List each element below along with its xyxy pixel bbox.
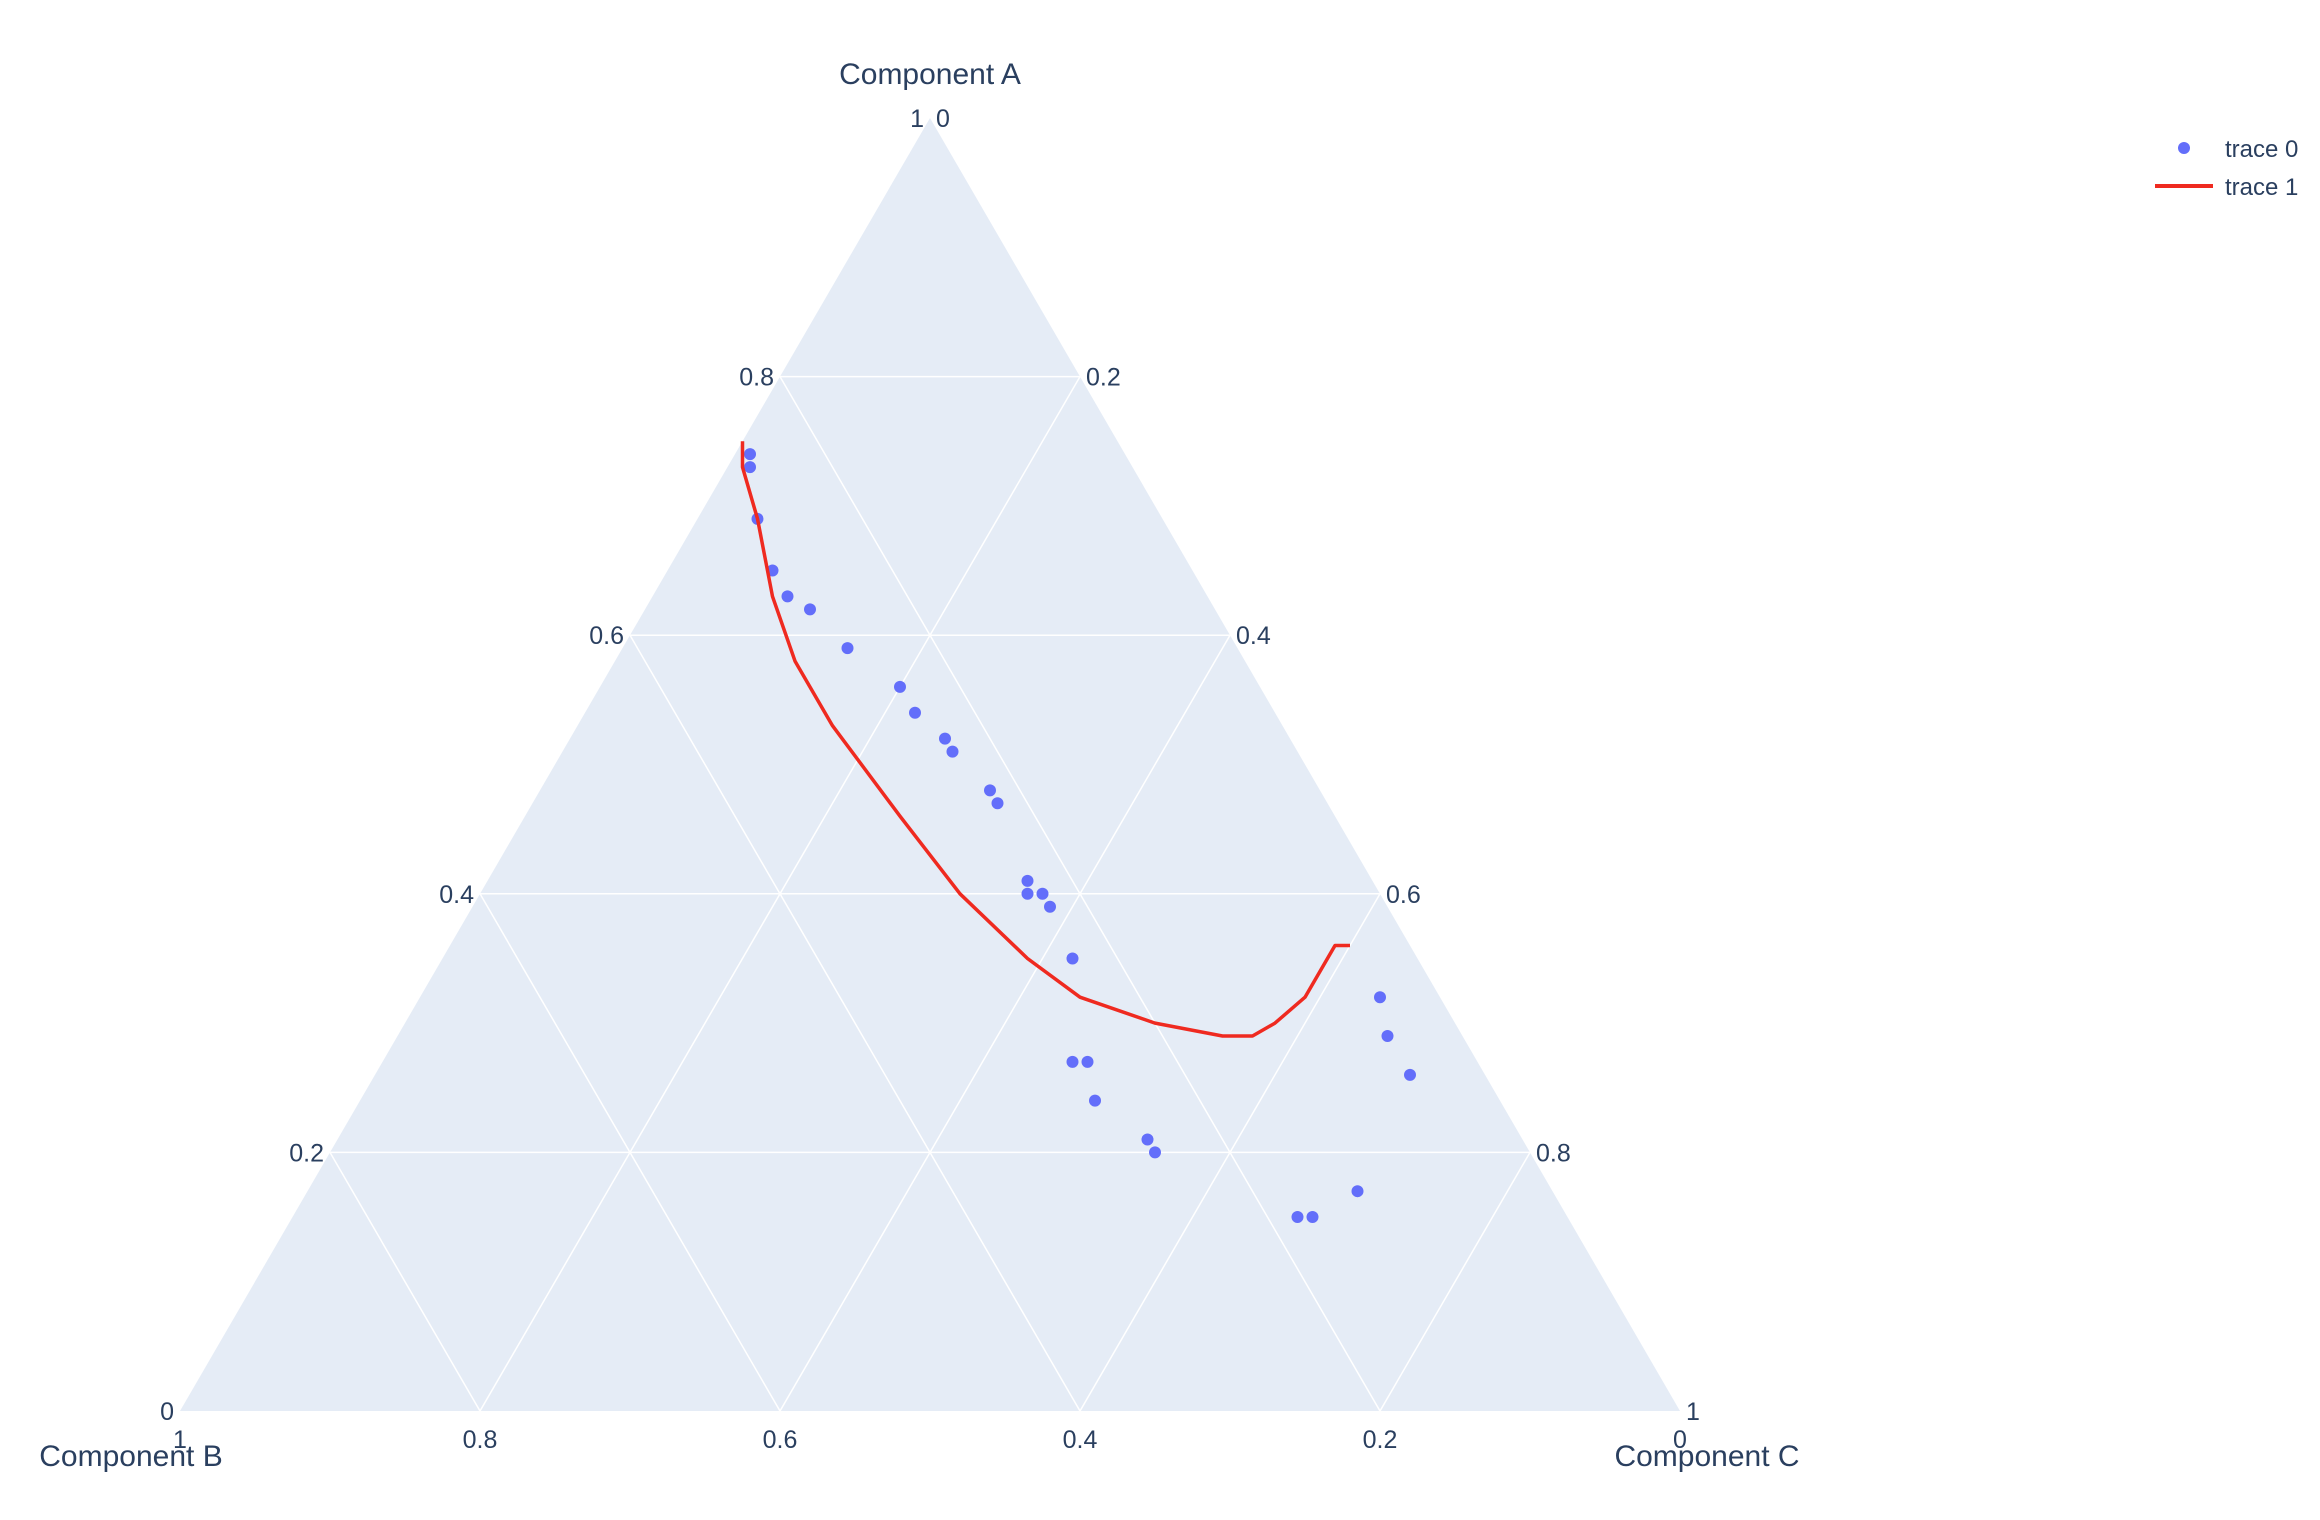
tick-label-b: 0.6 <box>763 1426 798 1454</box>
trace-0-point <box>1081 1055 1094 1068</box>
tick-label-a: 0 <box>160 1398 174 1426</box>
trace-0-point <box>1141 1133 1154 1146</box>
legend-label-trace-1: trace 1 <box>2225 174 2298 201</box>
plot-area <box>180 118 1680 1411</box>
trace-0-point <box>991 797 1004 810</box>
trace-0-point <box>744 461 756 474</box>
trace-0-point <box>1021 874 1034 887</box>
tick-label-a: 0.8 <box>739 364 774 392</box>
trace-0-point <box>894 680 906 693</box>
tick-label-b: 0.2 <box>1363 1426 1398 1454</box>
trace-0-point <box>781 590 794 603</box>
trace-0-point <box>1066 952 1079 965</box>
tick-label-a: 0.6 <box>589 622 624 650</box>
trace-0-point <box>984 784 996 797</box>
tick-label-c: 0.4 <box>1236 622 1271 650</box>
trace-0-point <box>804 603 816 616</box>
axis-title-c: Component C <box>1614 1440 1799 1473</box>
tick-label-a: 0.4 <box>439 881 474 909</box>
trace-0-point <box>1066 1055 1079 1068</box>
grid-line-b <box>629 634 1081 1412</box>
grid-line-c <box>1379 1152 1531 1412</box>
tick-labels: 0 0 0 0.2 0.2 0.2 0.4 0.4 0.4 0.6 0.6 0.6 0.8 0.8 0.8 1… <box>160 105 1700 1454</box>
traces <box>740 441 1416 1224</box>
tick-label-c: 0.6 <box>1386 881 1421 909</box>
tick-label-b: 0 <box>1673 1426 1687 1454</box>
tick-label-b: 0.8 <box>463 1426 498 1454</box>
grid-line-c <box>779 634 1231 1412</box>
tick-label-b: 0.4 <box>1063 1426 1098 1454</box>
trace-0-point <box>946 745 959 758</box>
legend-item-trace-1[interactable]: trace 1 <box>2155 174 2298 201</box>
legend-marker-trace-0 <box>2178 142 2190 154</box>
grid-line-b <box>479 893 781 1412</box>
tick-label-c: 0.8 <box>1536 1139 1571 1167</box>
trace-0-point <box>1404 1068 1416 1081</box>
tick-label-a: 1 <box>910 105 924 133</box>
trace-0-point <box>909 706 921 719</box>
trace-0-point <box>1021 887 1034 900</box>
trace-0-point <box>1351 1185 1364 1198</box>
trace-0-point <box>1044 900 1056 913</box>
trace-1-line <box>740 441 1350 1038</box>
trace-0-point <box>1381 1030 1394 1043</box>
trace-0-point <box>939 732 951 745</box>
grid-line-c <box>1079 893 1381 1412</box>
trace-0-point <box>1306 1211 1319 1224</box>
tick-label-c: 0 <box>936 105 950 133</box>
grid-lines <box>329 375 1531 1412</box>
trace-0-point <box>1374 991 1386 1004</box>
trace-0-point <box>841 642 854 655</box>
legend-item-trace-0[interactable]: trace 0 <box>2178 136 2298 163</box>
legend-label-trace-0: trace 0 <box>2225 136 2298 163</box>
legend[interactable]: trace 0 trace 1 <box>2155 136 2298 201</box>
trace-0-point <box>1036 887 1049 900</box>
trace-0-point <box>744 448 756 461</box>
axis-title-a: Component A <box>839 58 1021 91</box>
axis-title-b: Component B <box>39 1440 222 1473</box>
tick-label-b: 1 <box>173 1426 187 1454</box>
tick-label-a: 0.2 <box>289 1139 324 1167</box>
trace-0-point <box>1089 1094 1101 1107</box>
grid-line-b <box>329 1152 481 1412</box>
tick-label-c: 1 <box>1686 1398 1700 1426</box>
tick-label-c: 0.2 <box>1086 364 1121 392</box>
trace-0-point <box>1291 1211 1304 1224</box>
trace-0-point <box>1149 1146 1161 1159</box>
plot-background <box>180 118 1680 1411</box>
